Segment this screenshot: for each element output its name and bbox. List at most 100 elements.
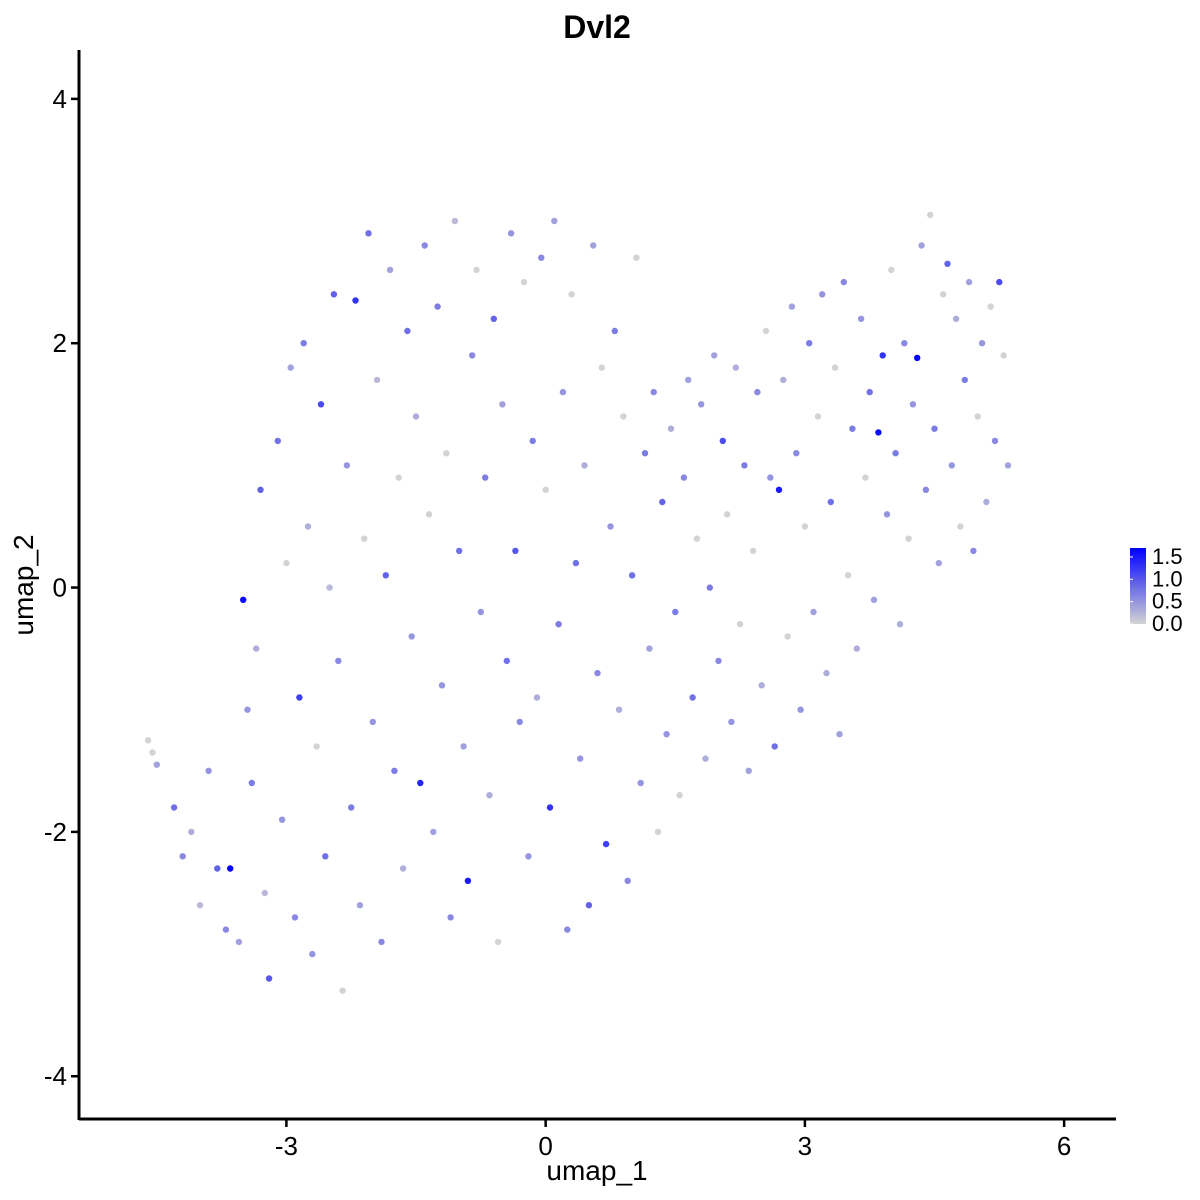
data-point (689, 694, 696, 701)
y-axis-title: umap_2 (8, 534, 39, 635)
data-point (987, 303, 994, 310)
data-point (754, 388, 761, 396)
points-layer (144, 211, 1012, 994)
data-point (875, 429, 882, 436)
data-point (330, 291, 338, 298)
data-point (728, 718, 735, 726)
data-point (914, 354, 921, 362)
data-point (304, 523, 312, 530)
data-point (974, 413, 981, 420)
data-point (602, 840, 610, 848)
x-tick-label: -3 (275, 1131, 298, 1161)
data-point (935, 559, 942, 567)
data-point (819, 291, 826, 298)
data-point (659, 498, 666, 506)
data-point (585, 902, 593, 909)
data-point (494, 938, 502, 946)
data-point (555, 621, 562, 628)
data-point (559, 388, 567, 396)
data-point (443, 450, 450, 457)
data-point (386, 266, 394, 274)
data-point (568, 291, 575, 298)
data-point (278, 816, 286, 823)
data-point (676, 792, 683, 799)
data-point (771, 743, 778, 750)
data-point (529, 437, 536, 445)
data-point (581, 462, 588, 469)
data-point (326, 584, 333, 591)
data-point (434, 303, 441, 310)
data-point (991, 437, 999, 445)
data-point (456, 547, 463, 555)
data-point (503, 657, 510, 665)
data-point (352, 297, 359, 304)
data-point (516, 718, 523, 726)
data-point (952, 315, 960, 322)
data-point (685, 376, 692, 384)
data-point (758, 682, 765, 689)
data-point (646, 645, 653, 652)
data-point (188, 828, 195, 836)
data-point (806, 340, 813, 347)
data-point (309, 950, 316, 958)
data-point (607, 523, 614, 530)
data-point (762, 327, 770, 335)
data-point (421, 242, 428, 249)
data-point (361, 535, 368, 542)
data-point (970, 547, 977, 555)
data-point (996, 278, 1003, 286)
data-point (624, 877, 631, 884)
data-point (153, 761, 160, 768)
data-point (965, 278, 973, 286)
data-point (948, 462, 955, 469)
data-point (745, 767, 752, 774)
data-point (546, 804, 554, 811)
data-point (317, 401, 325, 408)
data-point (244, 706, 251, 713)
data-point (512, 547, 519, 555)
legend-tick-label: 1.0 (1152, 566, 1183, 591)
data-point (477, 608, 484, 616)
data-point (296, 694, 303, 701)
y-axis-ticks: -4 -2 0 2 4 (44, 84, 79, 1091)
data-point (248, 779, 255, 787)
data-point (551, 217, 558, 225)
data-point (1000, 352, 1007, 359)
data-point (736, 621, 744, 628)
data-point (408, 633, 415, 640)
data-point (827, 498, 834, 506)
data-point (702, 755, 709, 762)
data-point (179, 853, 186, 860)
data-point (741, 462, 748, 469)
data-point (577, 755, 584, 762)
data-point (901, 340, 908, 347)
data-point (693, 535, 701, 542)
data-point (257, 486, 264, 493)
data-point (447, 914, 454, 921)
data-point (788, 303, 796, 310)
data-point (261, 889, 268, 897)
data-point (322, 853, 329, 860)
data-point (983, 498, 990, 506)
data-point (918, 242, 925, 249)
data-point (944, 260, 951, 267)
data-point (460, 743, 467, 750)
data-point (857, 315, 865, 322)
data-point (144, 737, 152, 744)
data-point (464, 877, 472, 884)
data-point (719, 437, 726, 445)
data-point (663, 731, 670, 738)
chart-title: Dvl2 (563, 9, 631, 45)
data-point (265, 975, 273, 982)
data-point (170, 804, 178, 811)
y-tick-label: -2 (44, 817, 67, 847)
data-point (343, 462, 351, 469)
data-point (395, 474, 402, 481)
data-point (680, 474, 688, 481)
data-point (227, 865, 234, 872)
data-point (412, 413, 420, 420)
data-point (780, 376, 787, 384)
data-point (879, 352, 886, 359)
data-point (240, 596, 247, 603)
data-point (335, 657, 342, 665)
